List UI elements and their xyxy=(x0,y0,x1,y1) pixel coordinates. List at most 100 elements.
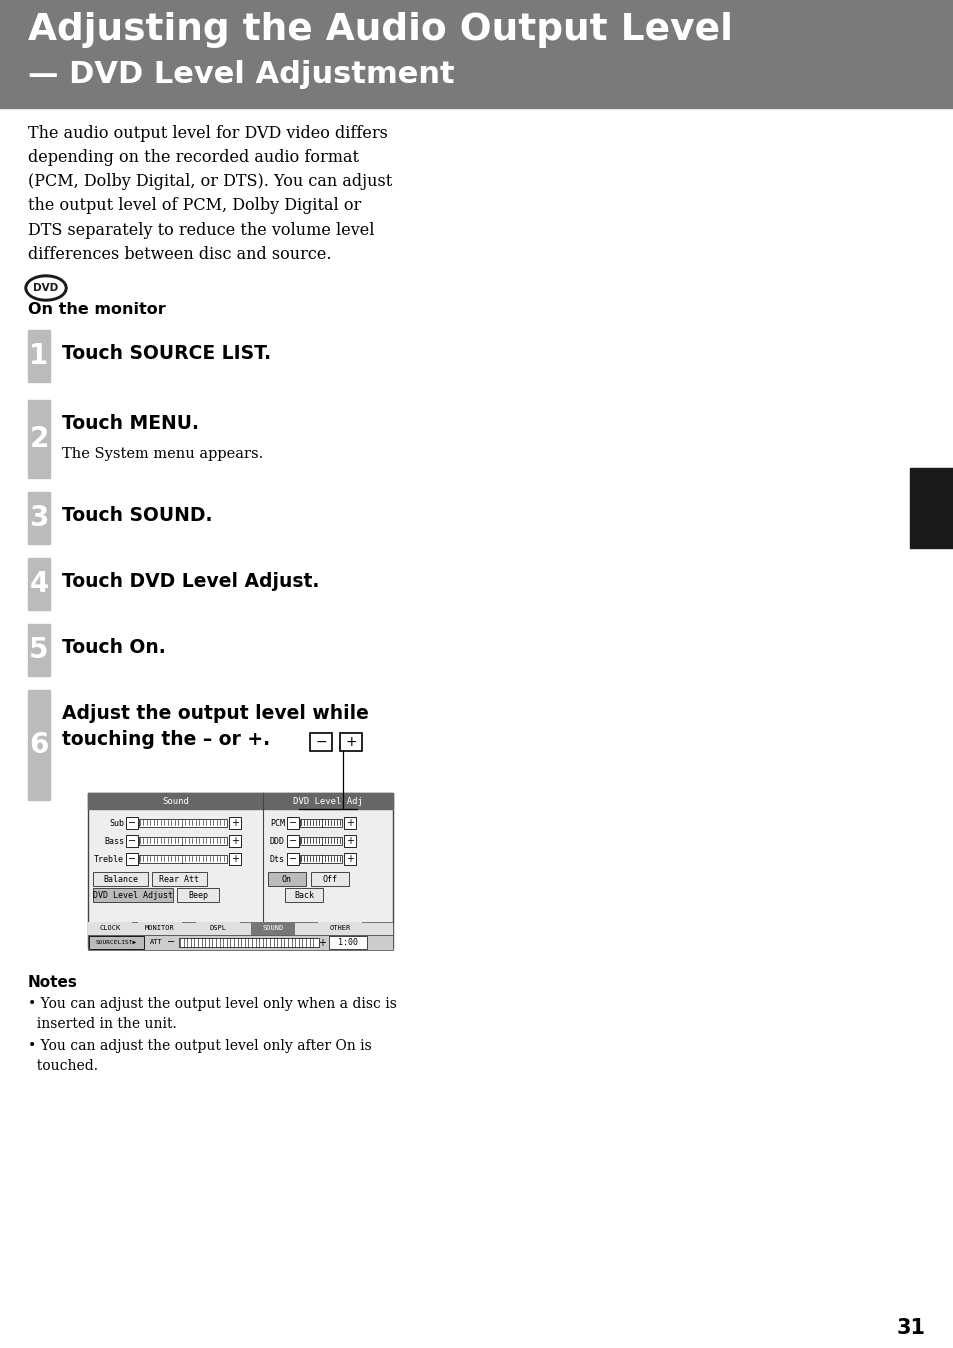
Bar xyxy=(344,834,355,847)
Text: Touch DVD Level Adjust.: Touch DVD Level Adjust. xyxy=(62,572,319,590)
Text: Off: Off xyxy=(322,875,337,883)
Bar xyxy=(138,922,182,936)
Bar xyxy=(177,888,219,902)
Text: On the monitor: On the monitor xyxy=(28,302,166,317)
Bar xyxy=(126,834,138,847)
Text: The audio output level for DVD video differs
depending on the recorded audio for: The audio output level for DVD video dif… xyxy=(28,125,392,263)
Text: Touch On.: Touch On. xyxy=(62,638,166,656)
Bar xyxy=(28,492,50,545)
Text: DVD: DVD xyxy=(33,283,58,293)
Bar xyxy=(126,817,138,829)
Text: +: + xyxy=(346,818,354,828)
Bar xyxy=(28,330,50,381)
Text: Balance: Balance xyxy=(103,875,138,883)
Text: +: + xyxy=(346,855,354,864)
Text: — DVD Level Adjustment: — DVD Level Adjustment xyxy=(28,61,455,89)
Bar xyxy=(88,922,132,936)
Bar xyxy=(229,834,241,847)
Bar xyxy=(28,558,50,611)
Text: MONITOR: MONITOR xyxy=(145,926,174,931)
Text: SOURCELIST▶: SOURCELIST▶ xyxy=(95,940,136,945)
Bar xyxy=(329,936,367,949)
Text: • You can adjust the output level only after On is
  touched.: • You can adjust the output level only a… xyxy=(28,1039,372,1073)
Bar xyxy=(126,853,138,865)
Bar xyxy=(344,853,355,865)
Bar xyxy=(287,834,298,847)
Text: OTHER: OTHER xyxy=(329,926,351,931)
Bar xyxy=(139,820,227,828)
Text: Rear Att: Rear Att xyxy=(159,875,199,883)
Bar xyxy=(88,793,393,948)
Bar xyxy=(285,888,323,902)
Bar xyxy=(229,853,241,865)
Text: 6: 6 xyxy=(30,731,49,759)
Text: DSPL: DSPL xyxy=(210,926,226,931)
Bar xyxy=(344,817,355,829)
Bar xyxy=(179,938,318,948)
Text: • You can adjust the output level only when a disc is
  inserted in the unit.: • You can adjust the output level only w… xyxy=(28,998,396,1030)
Bar xyxy=(28,690,50,799)
Bar xyxy=(311,872,349,886)
Bar xyxy=(139,837,227,845)
Bar xyxy=(268,872,306,886)
Bar xyxy=(909,468,953,549)
Text: Sound: Sound xyxy=(162,797,189,806)
Text: Adjusting the Audio Output Level: Adjusting the Audio Output Level xyxy=(28,12,732,49)
Text: PCM: PCM xyxy=(270,818,285,828)
Bar xyxy=(310,733,332,751)
Bar xyxy=(229,817,241,829)
Bar xyxy=(287,853,298,865)
Text: +: + xyxy=(231,818,239,828)
Ellipse shape xyxy=(25,275,67,301)
Text: DVD Level Adjust: DVD Level Adjust xyxy=(92,891,172,899)
Bar xyxy=(28,400,50,479)
Text: DVD Level Adj: DVD Level Adj xyxy=(293,797,362,806)
Text: On: On xyxy=(282,875,292,883)
Text: 1: 1 xyxy=(30,342,49,369)
Bar xyxy=(89,936,144,949)
Bar xyxy=(28,624,50,675)
Ellipse shape xyxy=(28,278,64,298)
Text: ,: , xyxy=(337,740,340,749)
Text: 3: 3 xyxy=(30,504,49,532)
Text: −: − xyxy=(314,735,327,749)
Text: The System menu appears.: The System menu appears. xyxy=(62,448,263,461)
Bar xyxy=(299,837,341,845)
Bar xyxy=(88,793,263,809)
Text: Touch SOUND.: Touch SOUND. xyxy=(62,506,213,524)
Text: 2: 2 xyxy=(30,425,49,453)
Text: 1:00: 1:00 xyxy=(337,938,357,948)
Text: +: + xyxy=(231,855,239,864)
Text: −: − xyxy=(289,836,296,847)
Text: Adjust the output level while
touching the – or +.: Adjust the output level while touching t… xyxy=(62,704,369,748)
Bar xyxy=(263,793,393,809)
Text: Bass: Bass xyxy=(104,837,124,845)
Text: 31: 31 xyxy=(896,1318,925,1339)
Text: −: − xyxy=(128,818,136,828)
Text: −: − xyxy=(289,818,296,828)
Bar xyxy=(88,922,393,936)
Bar xyxy=(287,817,298,829)
Text: Treble: Treble xyxy=(94,855,124,864)
Bar xyxy=(0,0,953,108)
Bar xyxy=(299,820,341,828)
Text: CLOCK: CLOCK xyxy=(99,926,120,931)
Bar xyxy=(299,855,341,863)
Text: Notes: Notes xyxy=(28,975,78,989)
Text: +: + xyxy=(317,937,326,948)
Text: −: − xyxy=(128,836,136,847)
Text: Dts: Dts xyxy=(270,855,285,864)
Text: Touch SOURCE LIST.: Touch SOURCE LIST. xyxy=(62,344,271,363)
Bar xyxy=(92,872,148,886)
Text: +: + xyxy=(346,836,354,847)
Bar xyxy=(251,922,294,936)
Text: Beep: Beep xyxy=(188,891,208,899)
Text: Sub: Sub xyxy=(109,818,124,828)
Bar xyxy=(88,936,393,950)
Text: 4: 4 xyxy=(30,570,49,599)
Text: +: + xyxy=(231,836,239,847)
Text: −: − xyxy=(128,855,136,864)
Text: DDD: DDD xyxy=(270,837,285,845)
Text: +: + xyxy=(345,735,356,749)
Bar xyxy=(195,922,240,936)
